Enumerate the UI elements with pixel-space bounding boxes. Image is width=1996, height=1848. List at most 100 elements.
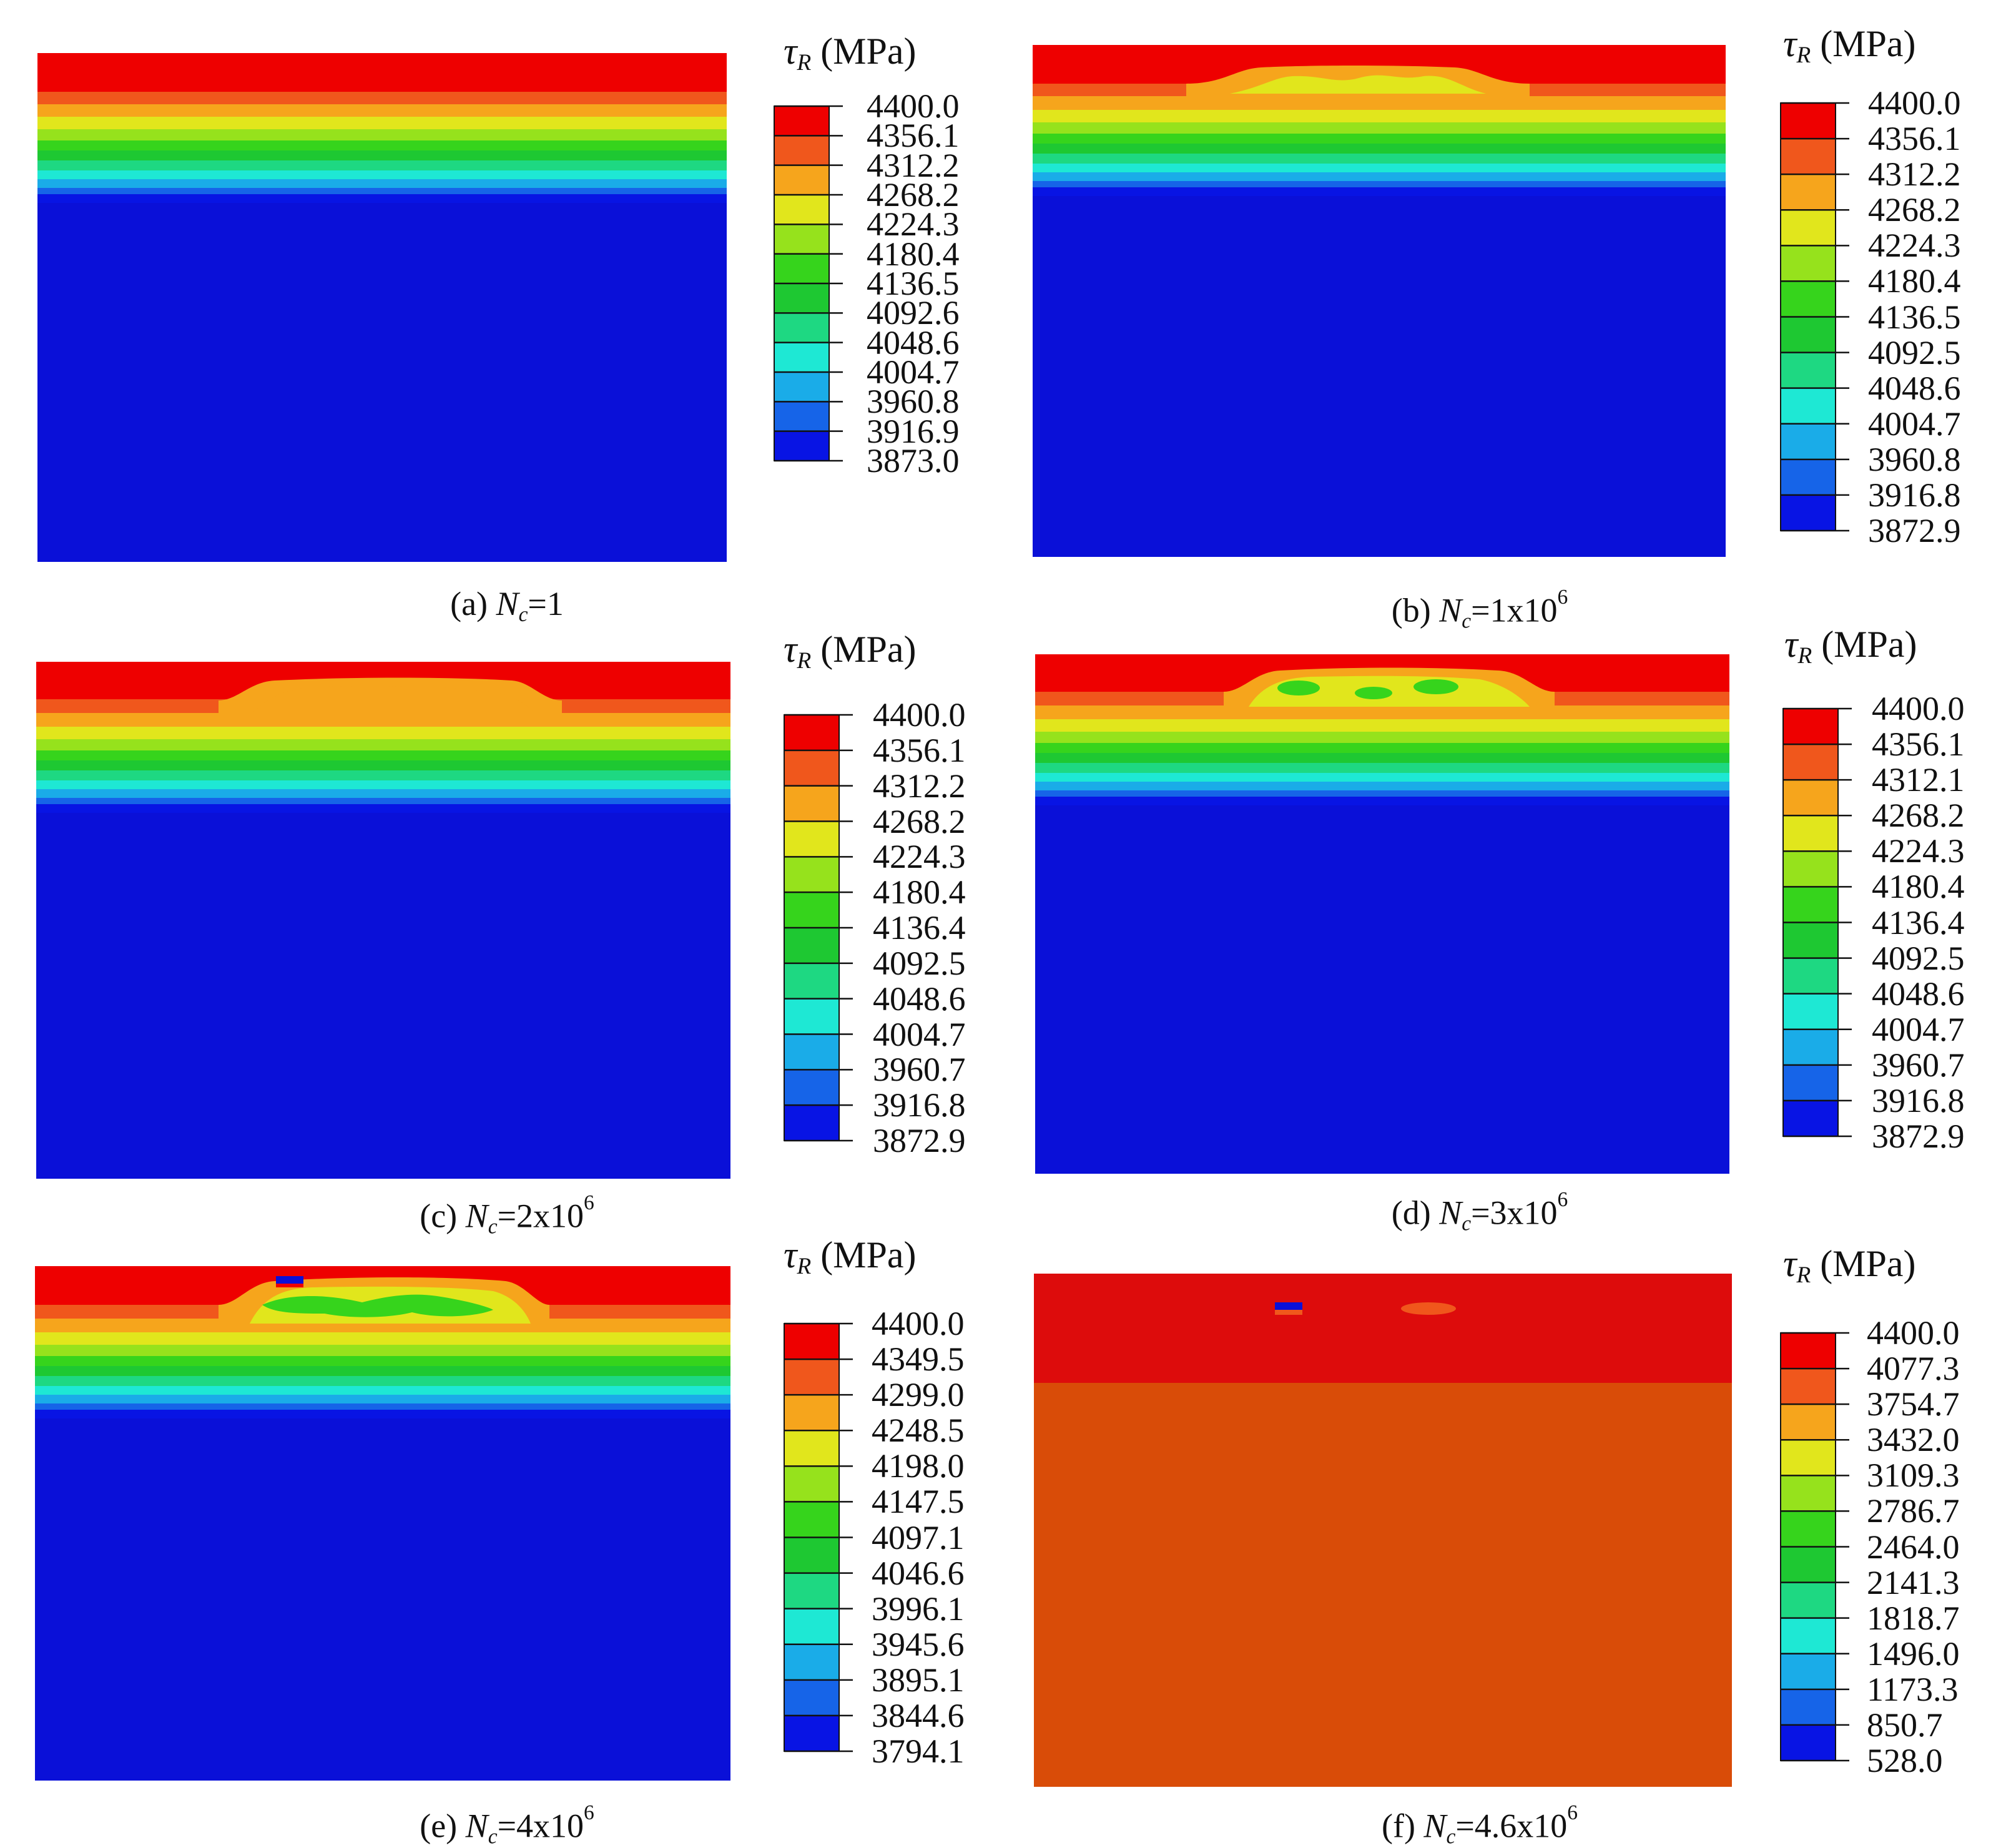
colorbar-band — [1781, 1582, 1836, 1618]
colorbar-label: 4268.2 — [873, 802, 966, 840]
colorbar-e — [784, 1322, 853, 1752]
colorbar-label: 4147.5 — [872, 1483, 965, 1521]
colorbar-band — [784, 998, 839, 1035]
colorbar-label: 4004.7 — [1872, 1010, 1965, 1048]
colorbar-label: 4092.5 — [873, 944, 966, 982]
damage-bulge-inner — [250, 686, 537, 715]
field-band — [35, 1356, 730, 1366]
colorbar-band — [1783, 993, 1838, 1030]
field-band — [35, 1403, 730, 1410]
colorbar-band — [1781, 352, 1836, 388]
colorbar-label: 4268.2 — [1872, 797, 1965, 835]
field-band — [36, 770, 730, 780]
caption-value: =1 — [528, 585, 564, 622]
colorbar-label: 4136.4 — [873, 909, 966, 946]
field-band — [36, 750, 730, 760]
colorbar-label: 4356.1 — [1872, 725, 1965, 764]
caption-variable: N — [1439, 1194, 1462, 1232]
colorbar-band — [1783, 780, 1838, 816]
caption-exponent: 6 — [1557, 586, 1568, 609]
panel-d: τR (MPa) 4400.0 4356.1 4312.1 4268.2 4224.3 4… — [999, 624, 1996, 1236]
contour-field-a — [37, 53, 727, 562]
field-band — [37, 92, 727, 104]
field-band — [37, 170, 727, 179]
colorbar-label: 4400.0 — [872, 1305, 965, 1342]
colorbar-band — [1783, 1064, 1838, 1101]
field-band — [1033, 187, 1726, 192]
field-band — [1033, 144, 1726, 154]
field-band — [35, 1395, 730, 1403]
field-band — [1035, 790, 1729, 797]
colorbar-label: 4077.3 — [1867, 1350, 1960, 1388]
field-band — [1035, 773, 1729, 782]
colorbar-band — [784, 1034, 839, 1070]
colorbar-label: 2464.0 — [1867, 1528, 1960, 1566]
colorbar-band — [774, 165, 829, 195]
field-band — [37, 160, 727, 170]
crack-element — [276, 1276, 303, 1284]
field-band — [1035, 802, 1729, 805]
colorbar-label: 4048.6 — [867, 323, 960, 361]
crack-element-edge — [276, 1284, 303, 1287]
field-band — [37, 140, 727, 150]
colorbar-band — [1781, 1440, 1836, 1476]
colorbar-band — [784, 1679, 839, 1716]
colorbar-label: 4048.6 — [1868, 369, 1961, 407]
colorbar-band — [1781, 1475, 1836, 1511]
colorbar-band — [1781, 423, 1836, 460]
caption-subscript: c — [1446, 1825, 1456, 1848]
colorbar-label: 4136.4 — [1872, 903, 1965, 941]
field-layer-bands — [1033, 45, 1726, 196]
colorbar-band — [784, 892, 839, 928]
field-band — [1033, 154, 1726, 164]
colorbar-f — [1780, 1332, 1849, 1762]
colorbar-label: 4046.6 — [872, 1554, 965, 1592]
colorbar-label: 4097.1 — [872, 1518, 965, 1556]
field-band — [35, 1410, 730, 1415]
colorbar-label: 4268.2 — [867, 176, 960, 214]
caption-value: =4x10 — [497, 1807, 584, 1845]
caption-variable: N — [465, 1807, 488, 1845]
colorbar-label: 1496.0 — [1867, 1634, 1960, 1673]
colorbar-band — [1783, 958, 1838, 994]
caption-e: (e) Nc=4x106 — [420, 1802, 594, 1847]
colorbar-label: 3945.6 — [872, 1625, 965, 1663]
field-band — [35, 1366, 730, 1376]
colorbar-label: 4048.6 — [873, 980, 966, 1018]
field-band — [1035, 719, 1729, 732]
colorbar-band — [784, 963, 839, 999]
colorbar-band — [784, 1573, 839, 1609]
colorbar-label: 4400.0 — [873, 696, 966, 734]
colorbar-label: 3916.8 — [1872, 1081, 1965, 1119]
colorbar-label: 3916.8 — [873, 1086, 966, 1124]
colorbar-band — [784, 715, 839, 750]
panel-f: τR (MPa) 4400.0 4077.3 3754.7 3432.0 3109.3 2… — [999, 1236, 1996, 1848]
colorbar-b — [1780, 102, 1849, 532]
colorbar-band — [774, 342, 829, 372]
caption-variable: N — [465, 1197, 488, 1235]
field-layer-bands — [37, 53, 727, 203]
field-band — [35, 1332, 730, 1345]
field-band — [36, 809, 730, 813]
colorbar-label: 3872.9 — [1868, 512, 1961, 549]
colorbar-label: 3872.9 — [873, 1122, 966, 1159]
panel-e: τR (MPa) 4400.0 4349.5 4299.0 4248.5 4198.0 4… — [0, 1236, 993, 1847]
colorbar-band — [1783, 851, 1838, 887]
colorbar-label: 4312.2 — [873, 767, 966, 805]
caption-a: (a) Nc=1 — [450, 587, 564, 626]
field-band — [1033, 192, 1726, 196]
colorbar-band — [784, 1395, 839, 1431]
colorbar-band — [774, 224, 829, 254]
damage-core-mid — [1355, 687, 1392, 699]
field-band — [37, 150, 727, 160]
field-band — [35, 1386, 730, 1395]
colorbar-band — [784, 785, 839, 822]
colorbar-band — [1783, 887, 1838, 923]
colorbar-label: 4312.1 — [1872, 761, 1965, 799]
colorbar-band — [774, 401, 829, 431]
colorbar-label: 3872.9 — [1872, 1118, 1965, 1155]
caption-prefix: (e) — [420, 1807, 466, 1845]
colorbar-band — [1783, 1029, 1838, 1065]
colorbar-band — [1781, 1653, 1836, 1689]
colorbar-label: 3895.1 — [872, 1661, 965, 1699]
